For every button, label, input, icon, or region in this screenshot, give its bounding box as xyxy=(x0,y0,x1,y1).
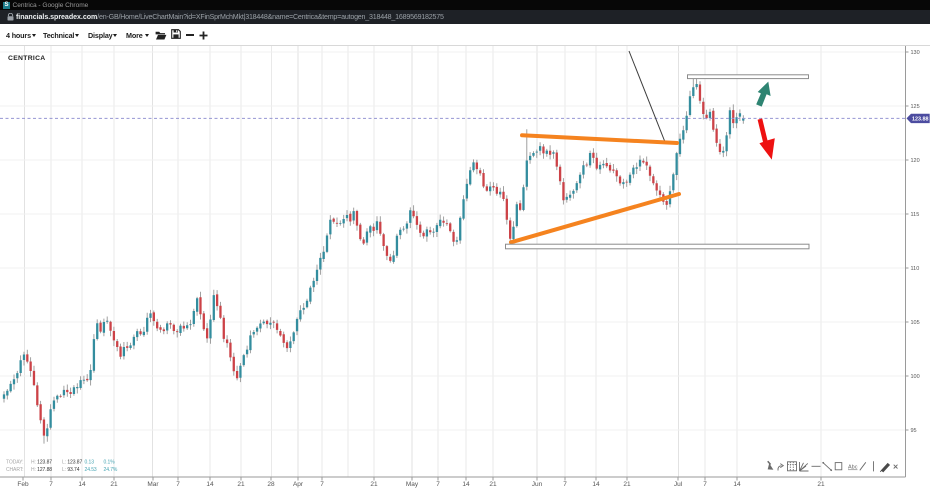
svg-text:14: 14 xyxy=(462,481,470,488)
svg-text:CHART:: CHART: xyxy=(6,467,24,473)
svg-text:125: 125 xyxy=(911,104,920,110)
svg-text:21: 21 xyxy=(489,481,497,488)
svg-text:14: 14 xyxy=(733,481,741,488)
svg-text:CENTRICA: CENTRICA xyxy=(8,55,46,62)
svg-text:Apr: Apr xyxy=(293,481,304,488)
svg-text:24.53: 24.53 xyxy=(85,467,97,473)
svg-text:7: 7 xyxy=(49,481,53,488)
svg-text:130: 130 xyxy=(911,50,920,56)
svg-text:21: 21 xyxy=(370,481,378,488)
svg-text:L: 123.87: L: 123.87 xyxy=(62,460,82,466)
svg-text:7: 7 xyxy=(436,481,440,488)
svg-text:28: 28 xyxy=(267,481,275,488)
svg-text:Jun: Jun xyxy=(532,481,543,488)
svg-text:0.13: 0.13 xyxy=(85,460,95,466)
svg-text:14: 14 xyxy=(78,481,86,488)
svg-text:7: 7 xyxy=(703,481,707,488)
svg-text:100: 100 xyxy=(911,374,920,380)
svg-text:TODAY:: TODAY: xyxy=(6,460,23,466)
svg-text:H: 127.88: H: 127.88 xyxy=(31,467,52,473)
svg-text:24.7%: 24.7% xyxy=(104,467,118,473)
svg-text:21: 21 xyxy=(623,481,631,488)
svg-text:May: May xyxy=(406,481,419,488)
svg-text:123.88: 123.88 xyxy=(912,117,929,123)
svg-text:7: 7 xyxy=(320,481,324,488)
svg-text:21: 21 xyxy=(817,481,825,488)
svg-text:105: 105 xyxy=(911,320,920,326)
svg-text:0.1%: 0.1% xyxy=(104,460,116,466)
svg-text:14: 14 xyxy=(206,481,214,488)
svg-text:7: 7 xyxy=(563,481,567,488)
svg-text:7: 7 xyxy=(176,481,180,488)
svg-text:H: 123.87: H: 123.87 xyxy=(31,460,52,466)
svg-text:115: 115 xyxy=(911,212,920,218)
svg-text:Jul: Jul xyxy=(674,481,683,488)
svg-text:95: 95 xyxy=(911,428,917,434)
svg-text:21: 21 xyxy=(237,481,245,488)
svg-text:Mar: Mar xyxy=(147,481,159,488)
svg-text:Feb: Feb xyxy=(17,481,29,488)
svg-text:L: 93.74: L: 93.74 xyxy=(62,467,80,473)
svg-text:21: 21 xyxy=(110,481,118,488)
svg-text:14: 14 xyxy=(592,481,600,488)
svg-text:110: 110 xyxy=(911,266,920,272)
svg-text:120: 120 xyxy=(911,158,920,164)
svg-text:Abc: Abc xyxy=(848,465,858,471)
